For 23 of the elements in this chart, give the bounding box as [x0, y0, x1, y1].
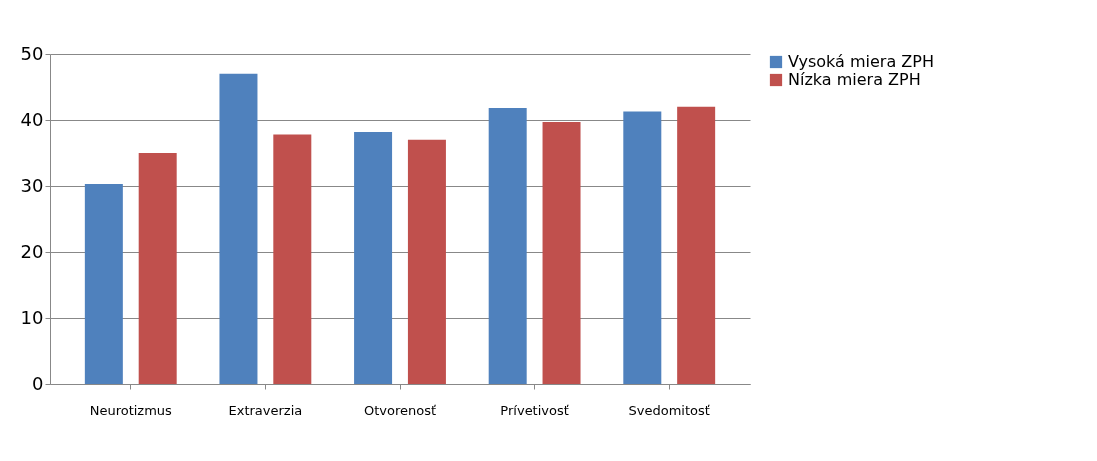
bar — [273, 134, 312, 384]
y-tick-label: 20 — [20, 240, 44, 262]
bar — [138, 153, 177, 384]
x-tick-label: Extraverzia — [228, 402, 303, 418]
bar — [542, 121, 581, 384]
bar — [219, 73, 258, 384]
y-tick-label: 30 — [20, 174, 44, 196]
legend-label: Nízka miera ZPH — [788, 70, 921, 89]
bar — [623, 111, 662, 384]
x-tick-label: Neurotizmus — [89, 402, 173, 418]
x-tick-label: Prívetivosť — [500, 402, 569, 418]
bar — [354, 131, 393, 384]
y-tick-label: 40 — [20, 108, 44, 130]
y-tick-label: 0 — [32, 372, 44, 394]
x-tick-label: Otvorenosť — [363, 402, 437, 418]
bar — [84, 184, 123, 384]
x-tick-label: Svedomitosť — [628, 402, 710, 418]
bar — [488, 108, 527, 384]
bar — [407, 139, 446, 384]
y-tick-label: 50 — [20, 42, 44, 64]
y-tick-label: 10 — [20, 306, 44, 328]
legend-label: Vysoká miera ZPH — [788, 52, 934, 71]
bar — [677, 106, 716, 384]
